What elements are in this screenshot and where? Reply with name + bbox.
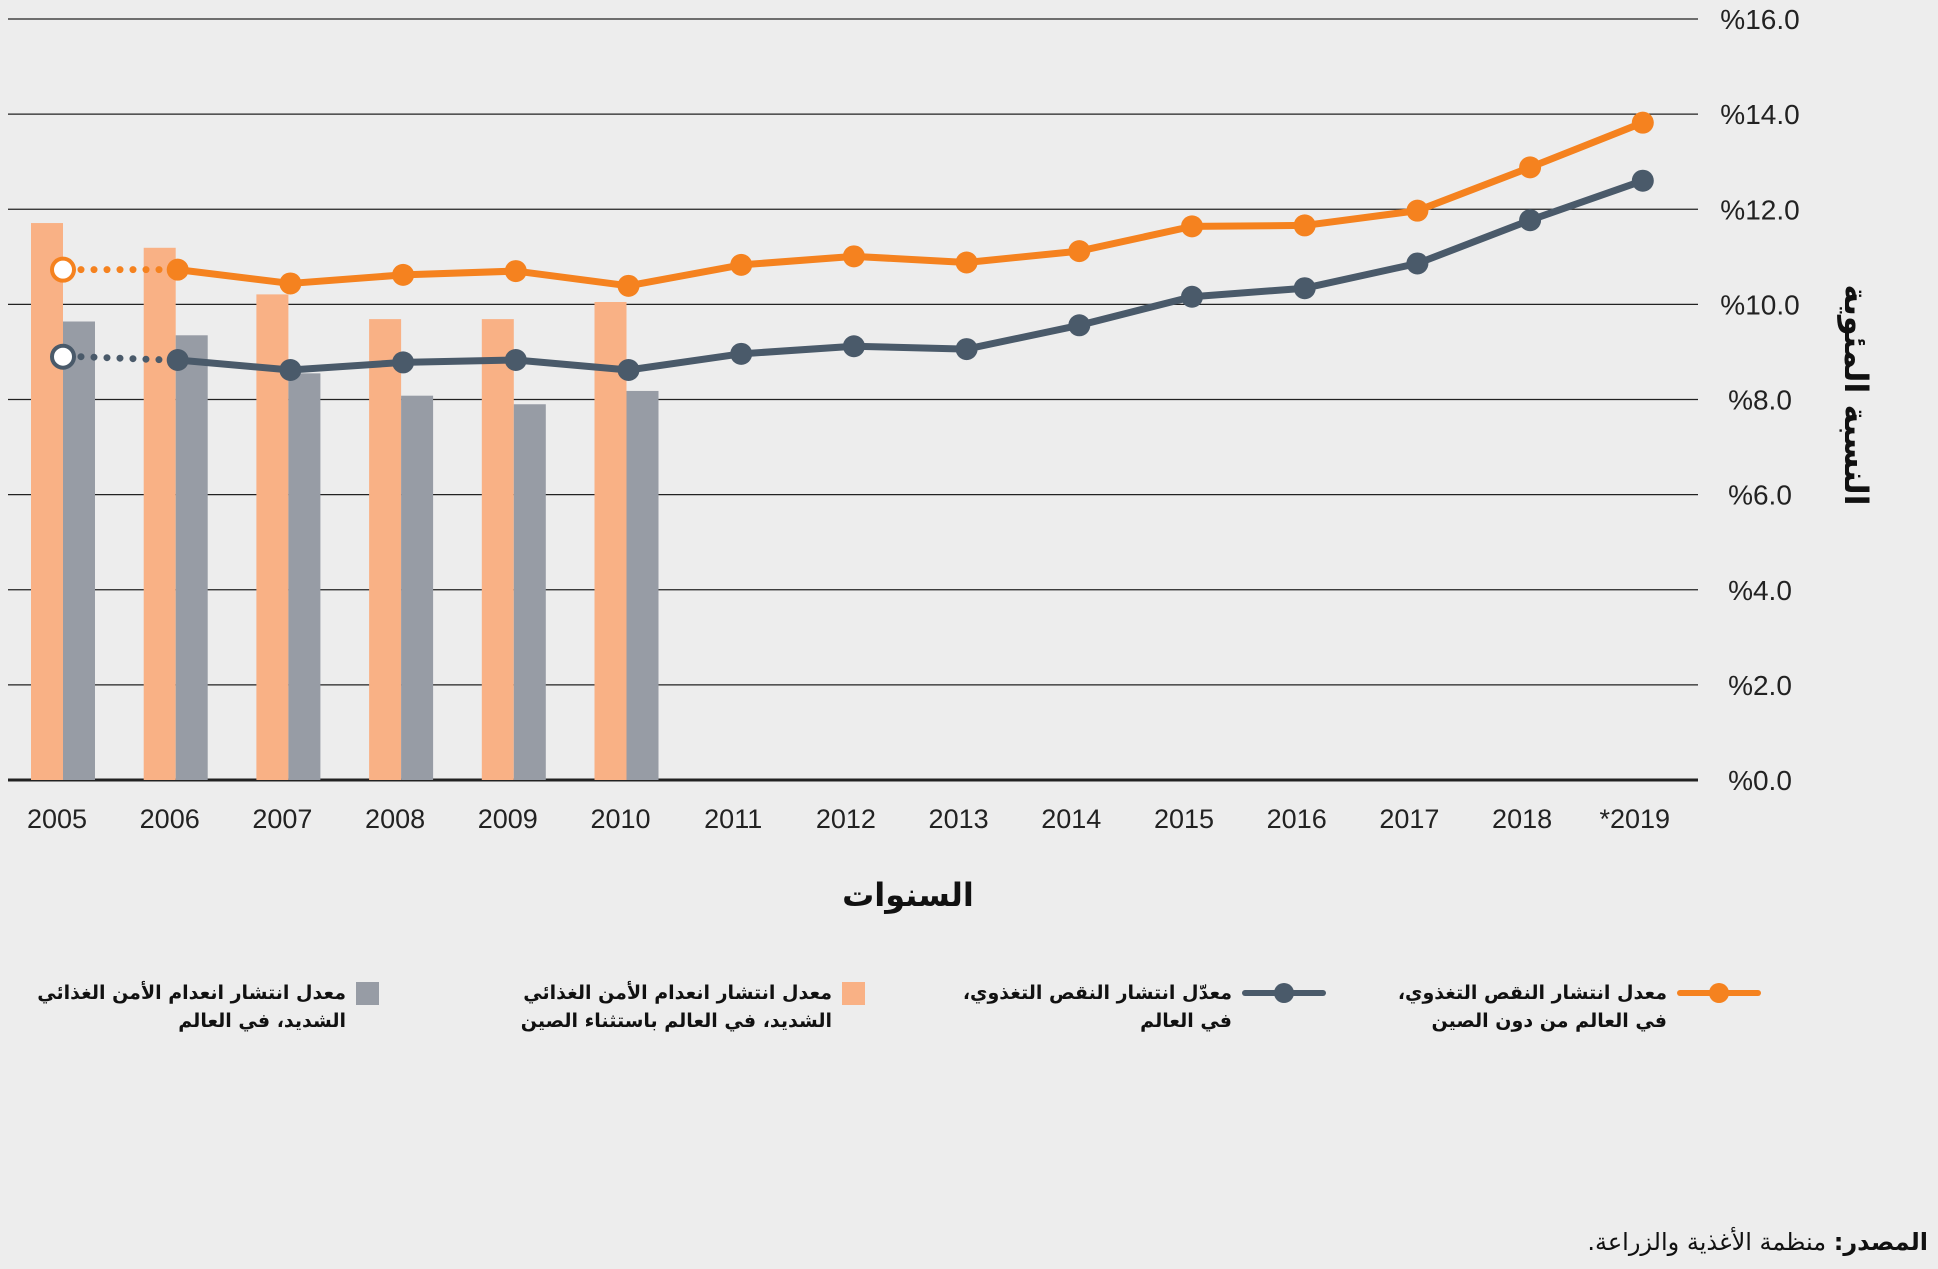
data-point	[1406, 252, 1429, 275]
data-point	[617, 359, 640, 382]
data-point	[504, 349, 527, 372]
data-point	[955, 251, 978, 274]
data-point	[1519, 156, 1542, 179]
legend-label: الشديد، في العالم باستثناء الصين	[520, 1010, 832, 1032]
bar	[143, 247, 176, 780]
chart: %0.0 %2.0 %4.0 %6.0 %8.0 %10.0 %12.0 %14.0 %16.0…	[8, 4, 1875, 914]
source-note: المصدر: منظمة الأغذية والزراعة.	[1587, 1228, 1928, 1256]
x-tick-label: 2010	[590, 804, 650, 834]
y-tick-label: %12.0	[1720, 194, 1799, 225]
bar	[481, 319, 514, 780]
data-point	[730, 253, 753, 276]
x-tick-label: 2008	[365, 804, 425, 834]
data-point	[617, 274, 640, 297]
bar	[594, 301, 627, 780]
x-tick-label: 2011	[704, 804, 762, 834]
data-point	[1181, 215, 1203, 238]
bar	[369, 319, 402, 780]
y-tick-label: %6.0	[1728, 480, 1792, 511]
legend-label: الشديد، في العالم	[178, 1010, 346, 1032]
data-point	[166, 349, 189, 372]
bar	[63, 321, 95, 780]
x-tick-label: 2014	[1041, 804, 1101, 834]
y-tick-label: %16.0	[1720, 4, 1799, 35]
x-tick-label: 2006	[140, 804, 200, 834]
x-tick-label: *2019	[1600, 804, 1671, 834]
grey-square-icon	[356, 982, 379, 1005]
y-tick-label: %8.0	[1728, 385, 1792, 416]
data-point	[392, 351, 415, 374]
x-tick-label: 2017	[1379, 804, 1439, 834]
bars	[31, 223, 659, 781]
y-axis-title: النسبة المئوية	[1837, 284, 1875, 505]
data-point	[1293, 214, 1316, 237]
legend-item-undernourishment-world: معدّل انتشار النقص التغذوي، في العالم	[963, 979, 1326, 1035]
legend-label: في العالم	[1140, 1010, 1232, 1032]
data-point	[1068, 240, 1091, 263]
data-point	[1406, 199, 1429, 222]
orange-square-icon	[842, 982, 865, 1005]
bar	[401, 395, 434, 780]
x-tick-label: 2013	[929, 804, 989, 834]
lines	[50, 111, 1654, 382]
x-tick-label: 2018	[1492, 804, 1552, 834]
bar	[175, 335, 208, 780]
legend-label: معدّل انتشار النقص التغذوي،	[962, 982, 1232, 1004]
hollow-point	[50, 343, 76, 370]
y-tick-label: %4.0	[1728, 575, 1792, 606]
data-point	[1631, 111, 1654, 134]
x-tick-label: 2005	[27, 804, 87, 834]
data-point	[279, 359, 302, 382]
bar	[626, 390, 659, 780]
x-tick-label: 2009	[478, 804, 538, 834]
y-tick-label: %14.0	[1720, 99, 1799, 130]
y-tick-labels: %0.0 %2.0 %4.0 %6.0 %8.0 %10.0 %12.0 %14.0 %16.0	[1720, 4, 1799, 796]
series-line	[177, 119, 1645, 290]
y-tick-label: %2.0	[1728, 670, 1792, 701]
data-point	[1631, 169, 1654, 192]
dotted-connector	[77, 353, 172, 364]
x-tick-labels: 2005 2006 2007 2008 2009 2010 2011 2012 2013 2014…	[27, 804, 1670, 834]
legend-item-food-insecurity-world: معدل انتشار انعدام الأمن الغذائي الشديد، …	[37, 979, 379, 1035]
source-text: منظمة الأغذية والزراعة.	[1587, 1228, 1827, 1256]
legend-label: معدل انتشار انعدام الأمن الغذائي	[37, 982, 346, 1004]
x-tick-label: 2007	[252, 804, 312, 834]
hollow-point	[50, 256, 76, 283]
legend-item-undernourishment-excl-china: معدل انتشار النقص التغذوي، في العالم من د…	[1398, 979, 1761, 1035]
bar	[31, 223, 63, 781]
data-point	[730, 342, 753, 365]
orange-line-marker-icon	[1677, 979, 1761, 1007]
data-point	[1293, 277, 1316, 300]
data-point	[1519, 209, 1542, 232]
data-point	[842, 245, 865, 268]
legend-label: في العالم من دون الصين	[1431, 1010, 1667, 1032]
data-point	[279, 272, 302, 295]
data-point	[1181, 285, 1203, 308]
legend-label: معدل انتشار انعدام الأمن الغذائي	[523, 982, 832, 1004]
data-point	[842, 335, 865, 358]
bar	[288, 373, 321, 780]
source-label: المصدر:	[1833, 1228, 1928, 1256]
data-point	[955, 338, 978, 361]
bar	[513, 404, 546, 780]
y-tick-label: %10.0	[1720, 289, 1799, 320]
data-point	[166, 258, 189, 281]
legend-label: معدل انتشار النقص التغذوي،	[1397, 982, 1667, 1004]
legend-item-food-insecurity-excl-china: معدل انتشار انعدام الأمن الغذائي الشديد، …	[521, 979, 865, 1035]
data-point	[1068, 314, 1091, 337]
x-axis-title: السنوات	[842, 876, 974, 914]
x-tick-label: 2016	[1267, 804, 1327, 834]
grey-line-marker-icon	[1242, 979, 1326, 1007]
x-tick-label: 2015	[1154, 804, 1214, 834]
x-tick-label: 2012	[816, 804, 876, 834]
data-point	[392, 263, 415, 286]
data-point	[504, 260, 527, 283]
series-line	[177, 177, 1644, 374]
y-tick-label: %0.0	[1728, 765, 1792, 796]
